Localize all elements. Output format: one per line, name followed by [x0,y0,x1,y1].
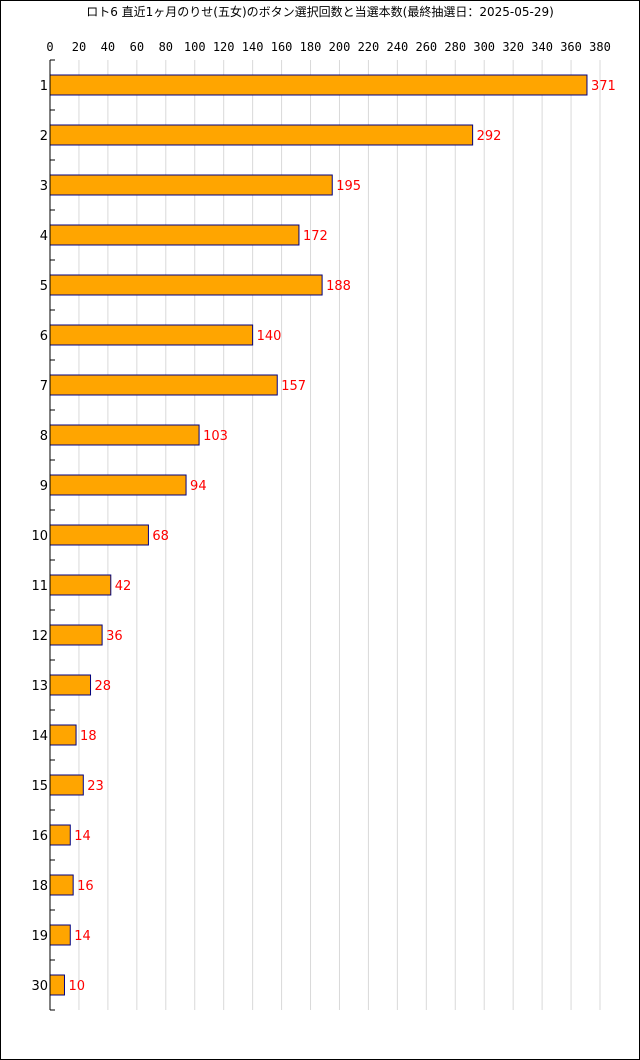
y-category-label: 2 [40,129,48,144]
y-category-label: 16 [31,829,48,844]
y-category-label: 4 [40,229,48,244]
y-category-label: 15 [31,779,48,794]
bar [49,174,333,196]
data-label: 23 [87,779,104,794]
bar [49,974,65,996]
bar [49,874,74,896]
x-tick-label: 340 [531,40,553,54]
data-label: 157 [281,379,306,394]
data-label: 42 [115,579,132,594]
bar [49,324,254,346]
x-tick-label: 40 [101,40,115,54]
y-category-label: 18 [31,879,48,894]
y-category-label: 6 [40,329,48,344]
x-tick-label: 140 [242,40,264,54]
x-tick-label: 100 [184,40,206,54]
y-category-label: 14 [31,729,48,744]
bar [49,924,71,946]
bar [49,424,200,446]
x-axis-ticks: 0 20 40 60 80 100 120 140 160 180 200 220 240 260 280 3… [46,40,610,54]
y-category-label: 9 [40,479,48,494]
bar [49,824,71,846]
data-label: 292 [477,129,502,144]
y-category-label: 11 [31,579,48,594]
x-tick-label: 120 [213,40,235,54]
x-tick-label: 200 [329,40,351,54]
y-category-label: 5 [40,279,48,294]
bar [49,74,588,96]
bars: 371 292 195 172 188 140 157 103 94 68 42 36 28 18 23 14… [49,74,616,996]
data-label: 14 [74,929,91,944]
y-category-label: 19 [31,929,48,944]
x-tick-label: 320 [502,40,524,54]
bar [49,624,103,646]
x-tick-label: 240 [387,40,409,54]
x-tick-label: 0 [46,40,53,54]
data-label: 18 [80,729,97,744]
y-category-label: 1 [40,79,48,94]
bar [49,674,92,696]
chart-title: ロト6 直近1ヶ月のりせ(五女)のボタン選択回数と当選本数(最終抽選日：2025… [86,5,554,19]
data-label: 371 [591,79,616,94]
x-tick-label: 220 [358,40,380,54]
x-tick-label: 80 [159,40,173,54]
x-tick-label: 280 [444,40,466,54]
y-category-label: 13 [31,679,48,694]
data-label: 16 [77,879,94,894]
x-tick-label: 60 [130,40,144,54]
data-label: 94 [190,479,207,494]
bar [49,224,300,246]
y-category-label: 12 [31,629,48,644]
data-label: 14 [74,829,91,844]
data-label: 140 [257,329,282,344]
data-label: 195 [336,179,361,194]
y-category-label: 10 [31,529,48,544]
bar [49,724,77,746]
data-label: 172 [303,229,328,244]
data-label: 28 [95,679,112,694]
x-tick-label: 180 [300,40,322,54]
bar [49,774,84,796]
y-category-label: 7 [40,379,48,394]
data-label: 36 [106,629,123,644]
grid-lines [78,60,601,1010]
bar [49,374,278,396]
x-tick-label: 260 [415,40,437,54]
bar [49,274,323,296]
y-category-label: 8 [40,429,48,444]
x-tick-label: 300 [473,40,495,54]
x-tick-label: 380 [589,40,611,54]
x-tick-label: 160 [271,40,293,54]
y-category-label: 3 [40,179,48,194]
data-label: 10 [68,979,85,994]
bar [49,124,474,146]
data-label: 188 [326,279,351,294]
x-tick-label: 360 [560,40,582,54]
y-category-label: 30 [31,979,48,994]
x-tick-label: 20 [72,40,86,54]
bar [49,574,112,596]
data-label: 103 [203,429,228,444]
bar [49,524,149,546]
bar [49,474,187,496]
data-label: 68 [152,529,169,544]
